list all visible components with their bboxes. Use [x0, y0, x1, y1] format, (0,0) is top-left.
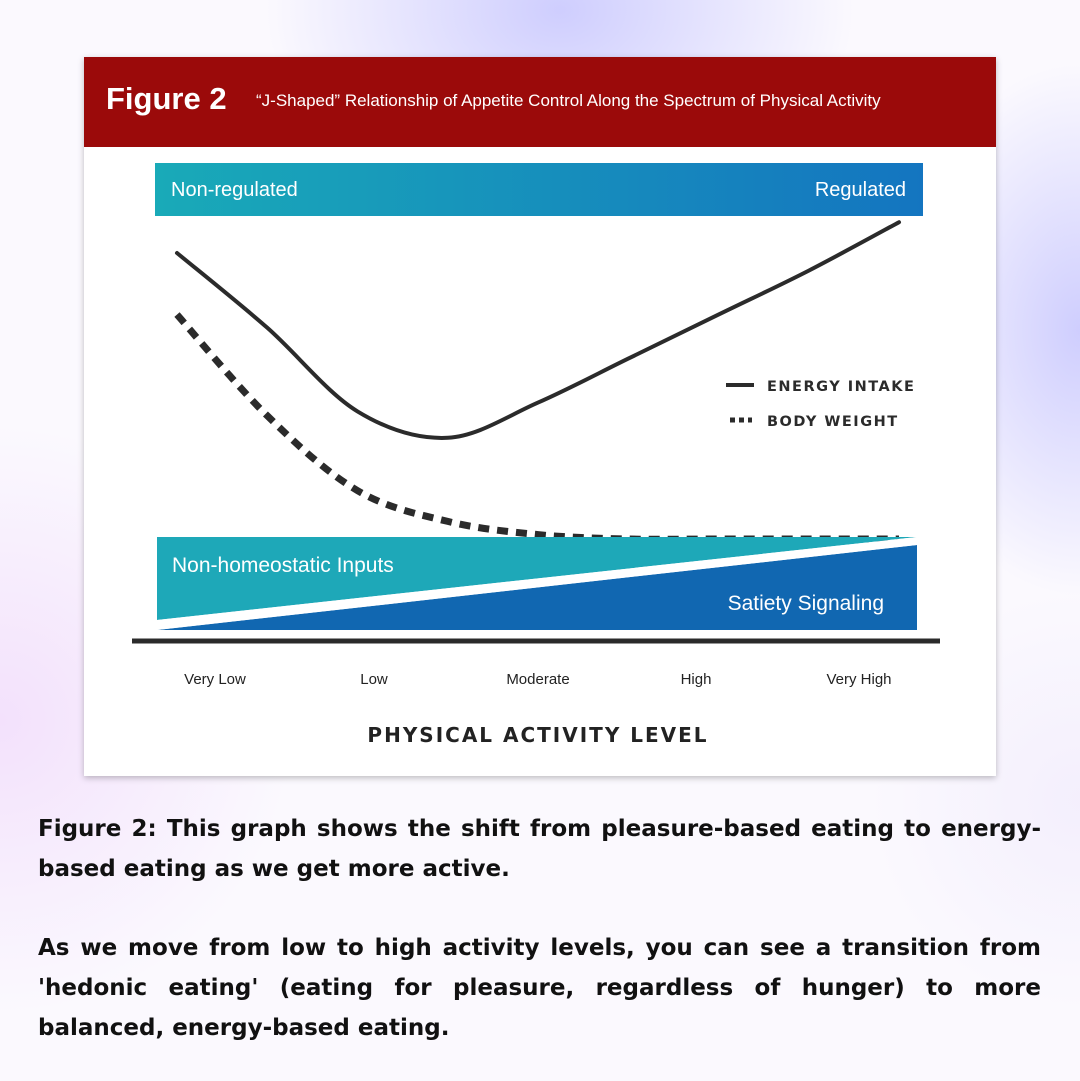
x-axis-label: PHYSICAL ACTIVITY LEVEL — [367, 723, 708, 747]
series-line-body-weight — [174, 312, 899, 543]
regulation-band — [155, 163, 923, 216]
chart: Non-regulated Regulated ENERGY INTAKE BO… — [132, 163, 940, 747]
x-tick-label: Moderate — [506, 671, 569, 688]
chart-legend: ENERGY INTAKE BODY WEIGHT — [726, 379, 915, 430]
series-line-energy-intake — [175, 220, 901, 440]
x-tick-labels: Very Low Low Moderate High Very High — [184, 671, 891, 688]
appetite-inputs-band: Non-homeostatic Inputs Satiety Signaling — [157, 537, 917, 630]
x-tick-label: Low — [360, 671, 388, 688]
satiety-signaling-label: Satiety Signaling — [728, 592, 884, 615]
legend-label-body-weight: BODY WEIGHT — [767, 414, 899, 430]
band-divider — [157, 537, 917, 630]
x-tick-label: Very High — [826, 671, 891, 688]
figure-title: “J-Shaped” Relationship of Appetite Cont… — [256, 91, 881, 110]
non-regulated-label: Non-regulated — [171, 179, 298, 201]
non-homeostatic-label: Non-homeostatic Inputs — [172, 554, 394, 577]
plot-area — [174, 220, 901, 543]
caption-paragraph-2: As we move from low to high activity lev… — [38, 935, 1041, 1041]
figure-label: Figure 2 — [106, 81, 227, 116]
x-tick-label: Very Low — [184, 671, 246, 688]
figure-card: Figure 2 “J-Shaped” Relationship of Appe… — [84, 57, 996, 776]
regulated-label: Regulated — [815, 179, 906, 201]
x-tick-label: High — [681, 671, 712, 688]
legend-label-energy-intake: ENERGY INTAKE — [767, 379, 915, 395]
figure-header: Figure 2 “J-Shaped” Relationship of Appe… — [84, 57, 996, 147]
caption-paragraph-1: Figure 2: This graph shows the shift fro… — [38, 816, 1041, 882]
